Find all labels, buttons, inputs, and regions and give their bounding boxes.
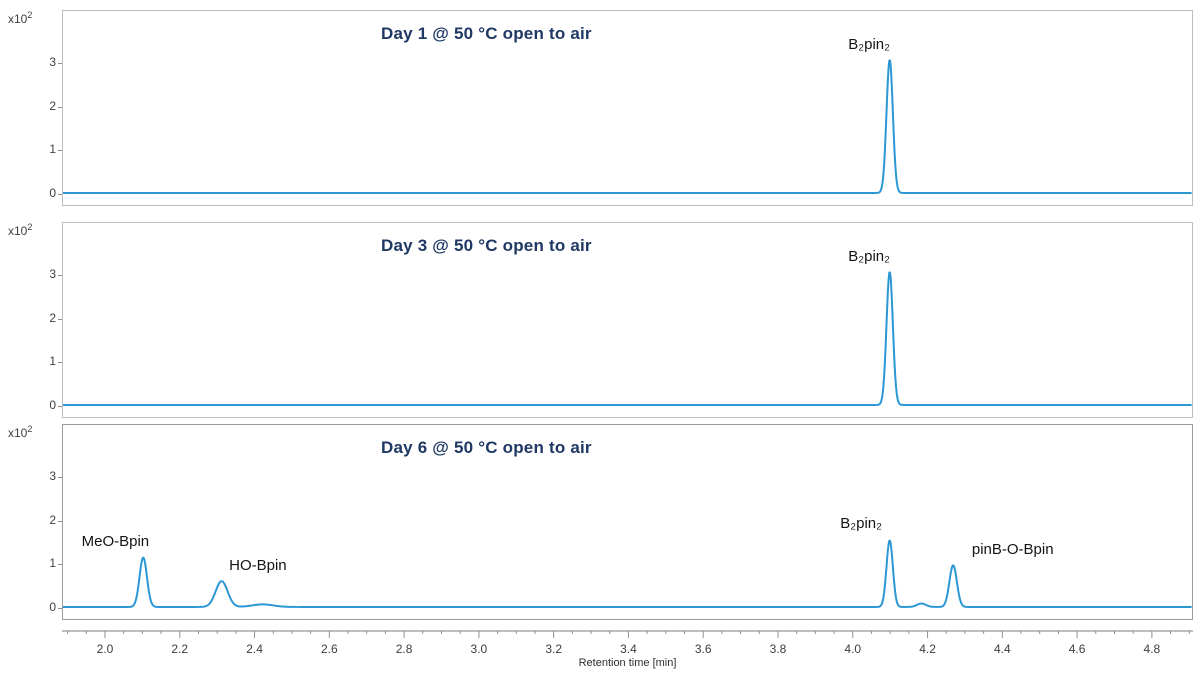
- x-tick-label: 2.2: [171, 642, 189, 656]
- peak-label: MeO-Bpin: [81, 532, 150, 550]
- y-tick-mark: [58, 477, 62, 479]
- y-tick-mark: [58, 520, 62, 522]
- y-tick-mark: [58, 405, 62, 407]
- y-tick-mark: [58, 362, 62, 364]
- y-tick-mark: [58, 150, 62, 152]
- y-tick-mark: [58, 63, 62, 65]
- panel-day6: x102 Day 6 @ 50 °C open to air MeO-Bpin H…: [0, 420, 1200, 624]
- x-tick-label: 4.8: [1143, 642, 1161, 656]
- x-tick-label: 4.2: [919, 642, 936, 656]
- x-tick-label: 4.4: [993, 642, 1011, 656]
- plot-area-day6: Day 6 @ 50 °C open to air MeO-Bpin HO-Bpi…: [62, 424, 1193, 620]
- y-tick-label: 1: [49, 354, 56, 369]
- y-tick-mark: [58, 193, 62, 195]
- x-axis-ruler: [62, 630, 1193, 638]
- x-axis: Retention time [min] 2.0 2.2 2.4 2.6 2.8 3.0 3…: [62, 630, 1193, 688]
- y-axis-exponent-label: x102: [8, 222, 32, 238]
- y-tick-label: 3: [49, 55, 56, 70]
- peak-label: B₂pin₂: [840, 515, 882, 533]
- x-axis-title: Retention time [min]: [578, 657, 677, 669]
- panel-title-day6: Day 6 @ 50 °C open to air: [381, 438, 592, 457]
- x-tick-label: 3.0: [470, 642, 488, 656]
- trace-line: [63, 271, 1192, 406]
- y-tick-label: 3: [49, 469, 56, 484]
- x-tick-label: 4.0: [844, 642, 862, 656]
- x-tick-label: 3.4: [620, 642, 637, 656]
- plot-area-day3: Day 3 @ 50 °C open to air B₂pin₂: [62, 222, 1193, 418]
- chromatogram-trace-day6: [63, 539, 1192, 608]
- peak-label: B₂pin₂: [848, 36, 890, 54]
- peak-label: HO-Bpin: [229, 556, 287, 574]
- panel-title-day3: Day 3 @ 50 °C open to air: [381, 236, 592, 255]
- y-tick-mark: [58, 275, 62, 277]
- y-axis-exponent-label: x102: [8, 424, 32, 440]
- y-tick-mark: [58, 106, 62, 108]
- y-tick-mark: [58, 318, 62, 320]
- y-exp-power: 2: [27, 424, 33, 434]
- y-exp-prefix: x10: [8, 426, 28, 440]
- x-tick-label: 2.6: [320, 642, 338, 656]
- y-tick-label: 2: [49, 98, 56, 113]
- y-tick-label: 0: [49, 599, 56, 614]
- x-tick-label: 3.6: [694, 642, 712, 656]
- y-tick-label: 0: [49, 185, 56, 200]
- x-tick-label: 2.8: [395, 642, 413, 656]
- x-tick-label: 3.8: [769, 642, 787, 656]
- y-axis-exponent-label: x102: [8, 10, 32, 26]
- x-tick-label: 2.4: [246, 642, 263, 656]
- y-tick-label: 2: [49, 512, 56, 527]
- y-tick-label: 2: [49, 310, 56, 325]
- y-tick-mark: [58, 564, 62, 566]
- y-tick-label: 3: [49, 267, 56, 282]
- y-tick-label: 1: [49, 556, 56, 571]
- y-exp-prefix: x10: [8, 224, 28, 238]
- panel-title-day1: Day 1 @ 50 °C open to air: [381, 24, 592, 43]
- peak-label: pinB-O-Bpin: [971, 540, 1054, 558]
- trace-line: [63, 539, 1192, 608]
- y-exp-power: 2: [27, 10, 33, 20]
- y-exp-power: 2: [27, 222, 33, 232]
- plot-area-day1: Day 1 @ 50 °C open to air B₂pin₂: [62, 10, 1193, 206]
- x-tick-label: 4.6: [1068, 642, 1086, 656]
- y-tick-label: 1: [49, 142, 56, 157]
- x-tick-label: 3.2: [545, 642, 562, 656]
- chromatogram-trace-day3: [63, 271, 1192, 406]
- y-tick-mark: [58, 607, 62, 609]
- y-exp-prefix: x10: [8, 12, 28, 26]
- chromatogram-trace-day1: [63, 59, 1192, 194]
- trace-line: [63, 59, 1192, 194]
- peak-label: B₂pin₂: [848, 248, 890, 266]
- x-tick-label: 2.0: [96, 642, 114, 656]
- y-tick-label: 0: [49, 397, 56, 412]
